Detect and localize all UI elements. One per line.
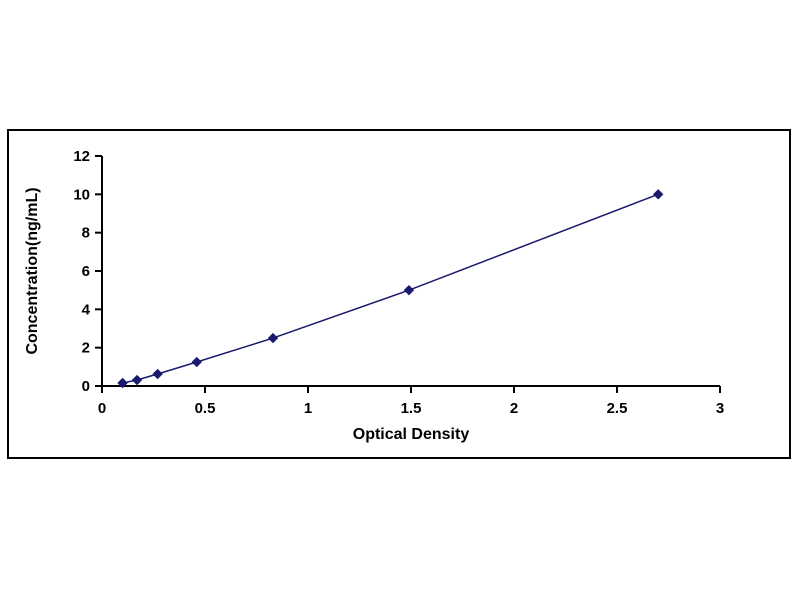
y-tick-label: 2 (82, 340, 90, 357)
plot-layer: 0 0.5 1 1.5 2 2.5 3 0 2 4 6 8 10 12 (73, 148, 724, 417)
x-tick-label: 0 (98, 400, 106, 417)
data-point-marker (191, 356, 202, 368)
y-axis-title: Concentration(ng/mL) (24, 187, 41, 354)
standard-curve-chart: 0 0.5 1 1.5 2 2.5 3 0 2 4 6 8 10 12 Optical Density C… (24, 148, 724, 443)
y-tick-label: 6 (82, 263, 90, 280)
data-point-marker (131, 374, 143, 386)
data-point-marker (652, 189, 664, 200)
chart-frame: 0 0.5 1 1.5 2 2.5 3 0 2 4 6 8 10 12 Optical Density C… (7, 129, 791, 459)
x-tick-label: 0.5 (195, 400, 216, 417)
series-line (122, 193, 659, 384)
data-point-marker (403, 284, 415, 296)
x-axis-title: Optical Density (353, 426, 470, 443)
data-point-marker (117, 377, 128, 389)
y-tick-label: 8 (82, 225, 90, 242)
y-tick-label: 12 (73, 148, 90, 165)
x-tick-label: 3 (716, 400, 724, 417)
y-tick-label: 10 (73, 186, 90, 203)
data-point-marker (267, 332, 279, 344)
x-tick-label: 2 (510, 400, 518, 417)
x-tick-label: 2.5 (607, 400, 628, 417)
y-tick-label: 4 (82, 301, 91, 318)
x-tick-label: 1.5 (401, 400, 422, 417)
data-point-marker (152, 368, 163, 380)
x-tick-label: 1 (304, 400, 312, 417)
y-tick-label: 0 (82, 378, 90, 395)
